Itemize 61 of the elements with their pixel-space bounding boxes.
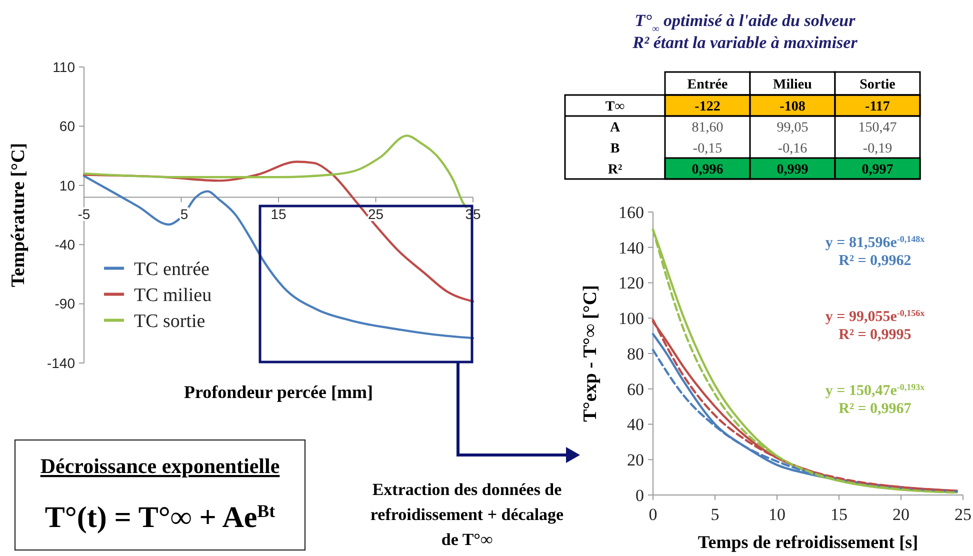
x-tick-label: 25 — [368, 206, 384, 222]
text: Extraction des données de refroidissement + décalage de T°∞ — [370, 480, 564, 549]
category-label: Milieu — [773, 77, 812, 92]
x-tick-label: 5 — [710, 505, 720, 524]
y-tick-label: 40 — [627, 415, 644, 434]
x-tick-label: 15 — [830, 505, 848, 524]
x-tick-label: 25 — [954, 505, 972, 524]
y-tick-label: 0 — [636, 486, 644, 505]
x-axis-title: Profondeur percée [mm] — [184, 382, 373, 402]
legend-label: TC milieu — [134, 284, 212, 306]
y-tick-label: 100 — [618, 309, 644, 328]
text: 81,60 — [692, 120, 724, 136]
annotation: y = 150,47e$^{-0,193x}$ — [825, 382, 926, 399]
y-tick-label: -40 — [54, 236, 76, 252]
text: 99,05 — [776, 120, 808, 136]
x-tick-label: -5 — [78, 206, 90, 222]
legend-label: TC entrée — [134, 258, 210, 280]
text: 0,996 — [692, 162, 724, 178]
y-tick-label: 140 — [618, 238, 644, 258]
category-label: B — [610, 141, 620, 156]
y-tick-label: 20 — [627, 450, 644, 470]
text: R² étant la variable à maximiser — [632, 33, 858, 52]
x-tick-label: 0 — [648, 505, 658, 524]
y-tick-label: 110 — [52, 58, 76, 75]
y-tick-label: 80 — [627, 344, 644, 364]
text: -0,19 — [862, 141, 892, 156]
annotation: y = 99,055e$^{-0,156x}$ — [825, 308, 926, 325]
text: 0,997 — [862, 162, 894, 178]
x-axis-title: Temps de refroidissement [s] — [698, 532, 918, 552]
text: -108 — [780, 99, 806, 114]
text: 0,999 — [776, 162, 808, 178]
category-label: Entrée — [687, 77, 728, 92]
x-tick-label: 15 — [270, 206, 286, 222]
y-tick-label: 10 — [59, 177, 76, 194]
y-tick-label: 60 — [59, 118, 76, 134]
text: T°$_{∞}$ optimisé à l'aide du solveur — [634, 11, 856, 34]
text: -0,16 — [778, 141, 808, 156]
text: 150,47 — [858, 120, 897, 136]
x-tick-label: 20 — [892, 505, 910, 524]
text: -0,15 — [692, 141, 722, 156]
category-label: R² — [608, 162, 622, 178]
y-tick-label: 60 — [627, 380, 644, 399]
annotation: R² = 0,9967 — [838, 401, 912, 417]
annotation: R² = 0,9995 — [838, 327, 912, 343]
y-axis-title: Température [°C] — [8, 142, 29, 288]
legend-label: TC sortie — [134, 310, 206, 332]
text: -122 — [694, 99, 720, 114]
category-label: Sortie — [860, 77, 896, 92]
y-tick-label: -140 — [46, 354, 76, 371]
category-label: T∞ — [605, 99, 625, 114]
text: Décroissance exponentielle — [40, 454, 280, 478]
annotation: y = 81,596e$^{-0,148x}$ — [825, 234, 926, 251]
category-label: A — [610, 120, 620, 136]
y-tick-label: 160 — [618, 202, 644, 222]
y-tick-label: -90 — [54, 296, 76, 312]
text: -117 — [865, 99, 890, 114]
x-tick-label: 10 — [768, 505, 786, 524]
annotation: R² = 0,9962 — [838, 253, 912, 269]
text: T°(t) = T°∞ + Ae$^{Bt}$ — [44, 501, 276, 534]
y-axis-title: T°exp - T°∞ [°C] — [580, 285, 601, 422]
y-tick-label: 120 — [618, 274, 644, 293]
